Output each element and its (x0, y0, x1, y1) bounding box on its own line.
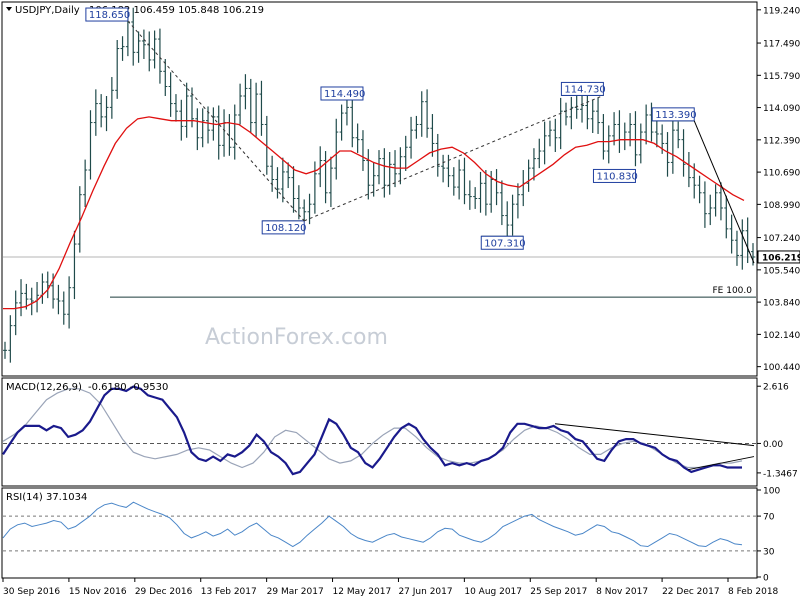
rsi-tick-label: 0 (763, 574, 769, 584)
swing-label-box (480, 235, 524, 250)
swing-label: 108.120 (265, 223, 306, 234)
price-tick-label: 110.690 (763, 169, 800, 179)
macd-panel-frame (1, 377, 758, 487)
date-label: 10 Aug 2017 (464, 587, 522, 597)
swing-label-box (592, 168, 636, 183)
date-label: 29 Mar 2017 (267, 587, 324, 597)
swing-label: 114.490 (324, 89, 365, 100)
price-panel-frame (1, 1, 758, 377)
macd-label: MACD(12,26,9) (6, 382, 82, 393)
macd-values: -0.6180 -0.9530 (88, 382, 168, 393)
dashed-trendline (304, 94, 604, 222)
macd-trendline (687, 456, 755, 471)
swing-label: 107.310 (484, 238, 525, 249)
swing-label: 113.390 (655, 110, 696, 121)
dashed-trendline (127, 20, 305, 222)
macd-tick-label: -1.3467 (763, 469, 798, 479)
price-tick-label: 105.540 (763, 266, 800, 276)
price-tick-label: 119.240 (763, 6, 800, 16)
rsi-label: RSI(14) 37.1034 (6, 492, 87, 503)
rsi-plot: 100 70 30 0 (2, 487, 780, 584)
macd-line (2, 385, 742, 476)
date-label: 8 Nov 2017 (596, 587, 648, 597)
rsi-tick-label: 30 (763, 547, 775, 557)
price-tick-label: 103.840 (763, 299, 800, 309)
price-tick-label: 117.490 (763, 40, 800, 50)
macd-signal-line (2, 388, 743, 469)
date-label: 12 May 2017 (333, 587, 392, 597)
date-label: 13 Feb 2017 (201, 587, 257, 597)
date-axis: 30 Sep 2016 15 Nov 2016 29 Dec 2016 13 Feb … (2, 578, 779, 597)
price-tick-label: 107.240 (763, 234, 800, 244)
downtrend-line (693, 120, 755, 264)
date-label: 30 Sep 2016 (3, 587, 60, 597)
fe-label: FE 100.0 (713, 286, 753, 296)
swing-label-box (85, 7, 129, 22)
date-label: 22 Dec 2017 (662, 587, 720, 597)
date-label: 25 Sep 2017 (530, 587, 587, 597)
swing-label: 118.650 (89, 10, 130, 21)
date-label: 29 Dec 2016 (135, 587, 193, 597)
price-tick-label: 102.140 (763, 331, 800, 341)
price-tick-label: 115.790 (763, 72, 800, 82)
date-label: 8 Feb 2018 (728, 587, 779, 597)
price-annotations: 118.650 108.120 114.490 107.310 114.730 110.8… (85, 7, 755, 264)
date-label: 15 Nov 2016 (69, 587, 127, 597)
macd-tick-label: 2.616 (763, 383, 789, 393)
date-label: 27 Jun 2017 (398, 587, 452, 597)
rsi-line (2, 501, 743, 548)
price-tick-label: 108.990 (763, 201, 800, 211)
rsi-tick-label: 100 (763, 487, 780, 497)
swing-label-box (560, 81, 604, 96)
dropdown-icon[interactable] (6, 7, 12, 11)
macd-plot: 2.616 0.00 -1.3467 (2, 383, 798, 479)
swing-label-box (261, 220, 305, 235)
swing-label-box (651, 107, 695, 122)
price-bars (3, 7, 755, 363)
watermark: ActionForex.com (205, 325, 388, 350)
price-tick-label: 112.390 (763, 136, 800, 146)
ma-line (3, 116, 745, 310)
rsi-tick-label: 70 (763, 513, 775, 523)
price-axis: 100.440 102.140 103.840 105.540 107.240 108.9… (3, 6, 800, 373)
ohlc-label: 106.182 106.459 105.848 106.219 (89, 5, 264, 16)
symbol-label: USDJPY,Daily (15, 5, 80, 16)
last-price-label: 106.219 (762, 253, 800, 263)
last-price-box (757, 250, 800, 264)
rsi-panel-frame (1, 487, 758, 579)
moving-average (3, 116, 745, 310)
swing-label: 110.830 (596, 171, 637, 182)
price-tick-label: 100.440 (763, 363, 800, 373)
swing-label: 114.730 (564, 84, 605, 95)
price-tick-label: 114.090 (763, 104, 800, 114)
macd-tick-label: 0.00 (763, 440, 783, 450)
swing-label-box (320, 86, 364, 101)
macd-trendline (554, 423, 755, 447)
